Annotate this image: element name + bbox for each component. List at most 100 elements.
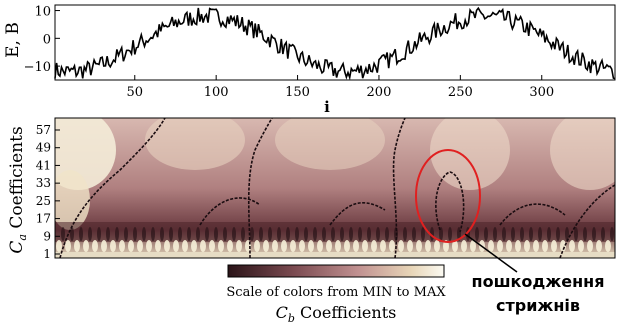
heatmap-ridge-line: [559, 184, 615, 258]
heatmap-stripe-light: [560, 240, 566, 252]
damage-pointer-line: [464, 233, 518, 273]
heatmap-stripe-dark: [556, 227, 560, 241]
heatmap-light-region: [55, 170, 90, 230]
signal-line: [54, 6, 616, 81]
heatmap-stripe-dark: [268, 227, 272, 241]
heatmap-stripe-dark: [448, 227, 452, 241]
heatmap-stripe-light: [569, 240, 575, 252]
heatmap-bottom-strip: [55, 252, 615, 258]
signal-y-tick-label: −10: [24, 60, 51, 75]
heatmap-stripe-light: [92, 240, 98, 252]
heatmap-stripe-dark: [160, 227, 164, 241]
heatmap-stripe-light: [101, 240, 107, 252]
heatmap-stripe-light: [164, 240, 170, 252]
heatmap-stripe-light: [83, 240, 89, 252]
signal-x-tick-label: 50: [126, 85, 143, 100]
heatmap-stripe-dark: [142, 227, 146, 241]
damage-ellipse: [415, 149, 481, 243]
heatmap-stripe-light: [155, 240, 161, 252]
heatmap-stripe-dark: [493, 227, 497, 241]
heatmap-y-label-tail: Coefficients: [7, 126, 27, 234]
heatmap-stripe-dark: [610, 227, 614, 241]
signal-x-tick-label: 150: [285, 85, 310, 100]
signal-x-tick-label: 200: [367, 85, 392, 100]
heatmap-ridge-line: [392, 118, 406, 258]
heatmap-stripe-light: [362, 240, 368, 252]
heatmap-stripe-dark: [331, 227, 335, 241]
heatmap-x-label-main: C: [276, 303, 288, 322]
colorbar-label: Scale of colors from MIN to MAX: [226, 285, 446, 300]
coefficient-heatmap: 57 49 41 33 25 17 9 1 Ca Coefficients пошкоджен…: [7, 117, 616, 315]
heatmap-stripe-dark: [223, 227, 227, 241]
colorbar: Scale of colors from MIN to MAX Cb Coeff…: [226, 264, 446, 325]
heatmap-ridge-lines: [59, 118, 615, 258]
heatmap-stripe-dark: [547, 227, 551, 241]
damage-label-line1: пошкодження: [472, 272, 605, 291]
heatmap-stripe-dark: [277, 227, 281, 241]
heatmap-stripe-dark: [520, 227, 524, 241]
heatmap-stripe-dark: [484, 227, 488, 241]
heatmap-stripe-dark: [601, 227, 605, 241]
heatmap-stripe-dark: [115, 227, 119, 241]
heatmap-stripe-light: [317, 240, 323, 252]
heatmap-y-tick-label: 1: [43, 247, 51, 261]
heatmap-x-label-sub: b: [288, 312, 295, 325]
heatmap-stripe-light: [191, 240, 197, 252]
heatmap-stripe-dark: [367, 227, 371, 241]
heatmap-stripe-dark: [250, 227, 254, 241]
heatmap-y-tick-label: 41: [36, 158, 51, 172]
heatmap-dark-band: [55, 222, 615, 242]
heatmap-stripe-light: [443, 240, 449, 252]
heatmap-stripe-dark: [70, 227, 74, 241]
heatmap-stripe-light: [389, 240, 395, 252]
heatmap-stripe-light: [515, 240, 521, 252]
heatmap-stripe-dark: [511, 227, 515, 241]
heatmap-stripe-light: [353, 240, 359, 252]
heatmap-stripe-light: [542, 240, 548, 252]
heatmap-y-label-main: C: [7, 241, 27, 254]
heatmap-stripe-light: [209, 240, 215, 252]
heatmap-stripe-dark: [439, 227, 443, 241]
heatmap-stripe-light: [596, 240, 602, 252]
heatmap-stripe-dark: [259, 227, 263, 241]
signal-y-label: E, B: [3, 22, 23, 58]
heatmap-stripe-light: [488, 240, 494, 252]
heatmap-stripe-dark: [232, 227, 236, 241]
heatmap-stripe-light: [434, 240, 440, 252]
heatmap-ridge-line: [435, 171, 465, 233]
heatmap-y-tick-label: 49: [36, 141, 51, 155]
signal-y-tick-label: 10: [34, 5, 51, 20]
heatmap-stripe-light: [326, 240, 332, 252]
heatmap-stripe-dark: [358, 227, 362, 241]
heatmap-stripe-light: [227, 240, 233, 252]
heatmap-ridge-line: [499, 203, 566, 226]
heatmap-stripe-dark: [61, 227, 65, 241]
signal-x-tick-label: 100: [204, 85, 229, 100]
heatmap-stripe-light: [461, 240, 467, 252]
heatmap-stripe-light: [452, 240, 458, 252]
heatmap-stripe-dark: [124, 227, 128, 241]
heatmap-stripe-dark: [349, 227, 353, 241]
heatmap-stripe-dark: [187, 227, 191, 241]
heatmap-ridge-line: [59, 118, 166, 258]
heatmap-stripe-light: [272, 240, 278, 252]
heatmap-ridge-line: [199, 197, 261, 226]
heatmap-stripe-light: [551, 240, 557, 252]
heatmap-stripe-light: [146, 240, 152, 252]
heatmap-y-tick-label: 17: [36, 212, 51, 226]
heatmap-stripe-dark: [97, 227, 101, 241]
heatmap-stripe-dark: [106, 227, 110, 241]
heatmap-stripe-dark: [241, 227, 245, 241]
heatmap-stripe-light: [254, 240, 260, 252]
heatmap-low-scale-band: [55, 222, 615, 258]
heatmap-stripe-light: [236, 240, 242, 252]
heatmap-stripe-dark: [304, 227, 308, 241]
heatmap-stripe-light: [173, 240, 179, 252]
heatmap-stripe-light: [506, 240, 512, 252]
heatmap-stripe-dark: [403, 227, 407, 241]
heatmap-stripe-dark: [322, 227, 326, 241]
heatmap-stripe-light: [407, 240, 413, 252]
signal-x-ticks: 50 100 150 200 250 300: [126, 75, 554, 100]
heatmap-stripe-light: [200, 240, 206, 252]
